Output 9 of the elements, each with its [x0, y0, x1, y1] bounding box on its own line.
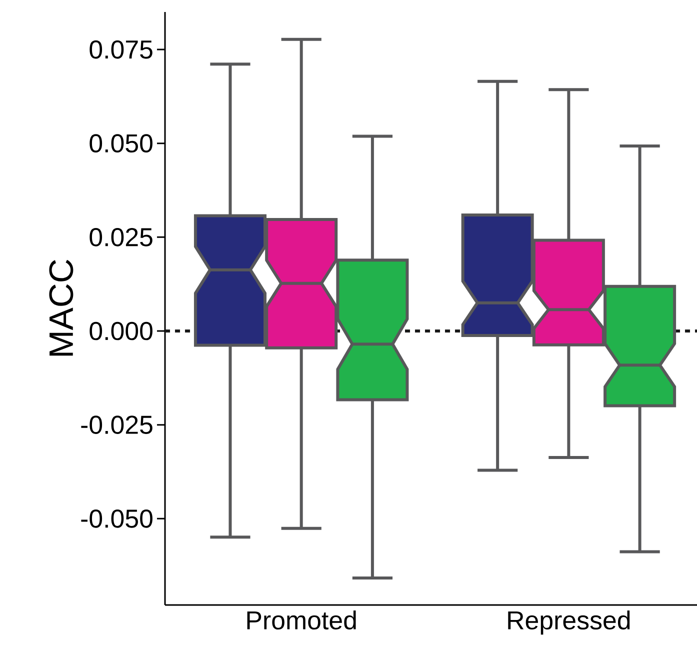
y-tick-label: 0.000 — [90, 322, 152, 340]
x-tick-label: Promoted — [247, 610, 356, 630]
y-tick-label: 0.025 — [90, 228, 152, 246]
x-tick-label: Repressed — [508, 610, 630, 635]
y-tick-label: -0.025 — [81, 416, 152, 434]
y-tick-label: -0.050 — [81, 510, 152, 528]
y-axis-title: MACC — [49, 260, 74, 356]
y-tick-label: 0.075 — [90, 40, 152, 59]
y-tick-label: 0.050 — [90, 134, 152, 153]
